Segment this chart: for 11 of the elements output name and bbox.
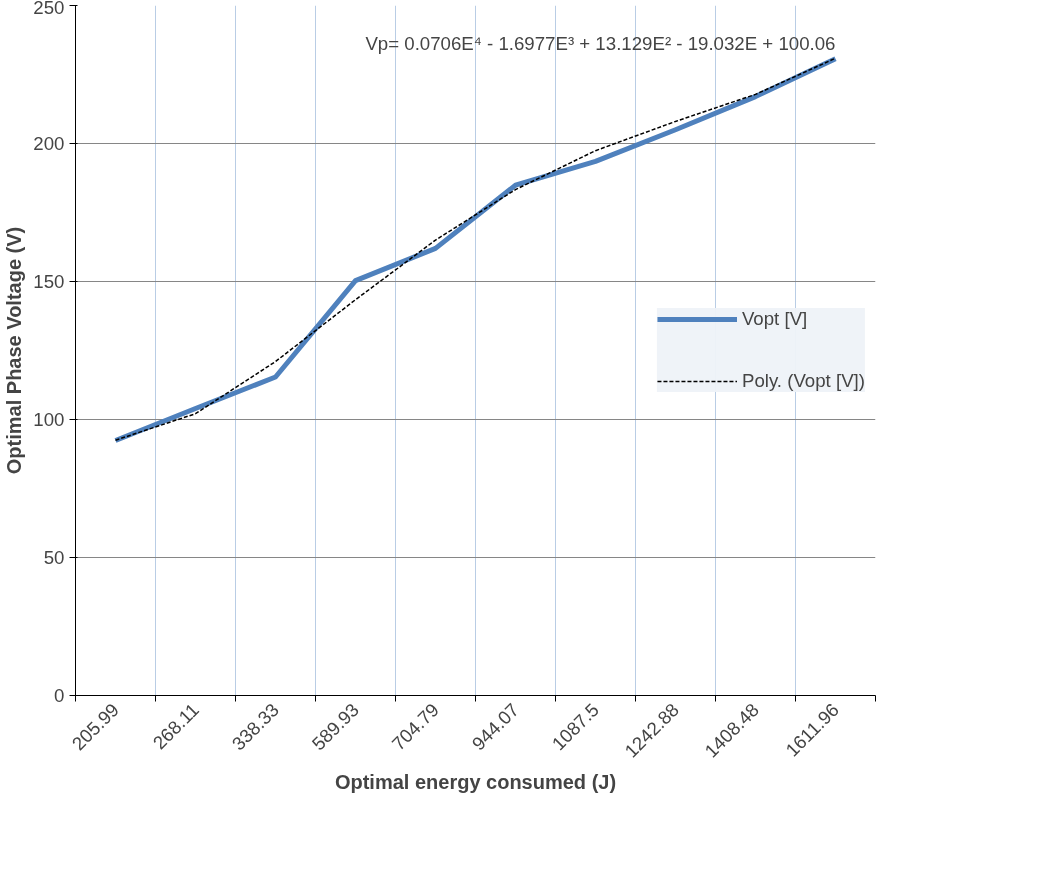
x-axis-title: Optimal energy consumed (J) (334, 771, 617, 794)
y-tick-label: 0 (54, 685, 65, 706)
y-axis-title: Optimal Phase Voltage (V) (3, 226, 26, 475)
y-tick-label: 200 (33, 133, 65, 154)
y-tick-label: 50 (43, 547, 65, 568)
y-tick-label: 150 (33, 271, 65, 292)
legend-label: Poly. (Vopt [V]) (741, 370, 865, 392)
legend-label: Vopt [V] (741, 308, 808, 330)
annotation: Vp= 0.0706E⁴ - 1.6977E³ + 13.129E² - 19.032E + 100.06 (365, 32, 836, 54)
y-tick-label: 250 (33, 0, 65, 18)
y-tick-label: 100 (33, 409, 65, 430)
